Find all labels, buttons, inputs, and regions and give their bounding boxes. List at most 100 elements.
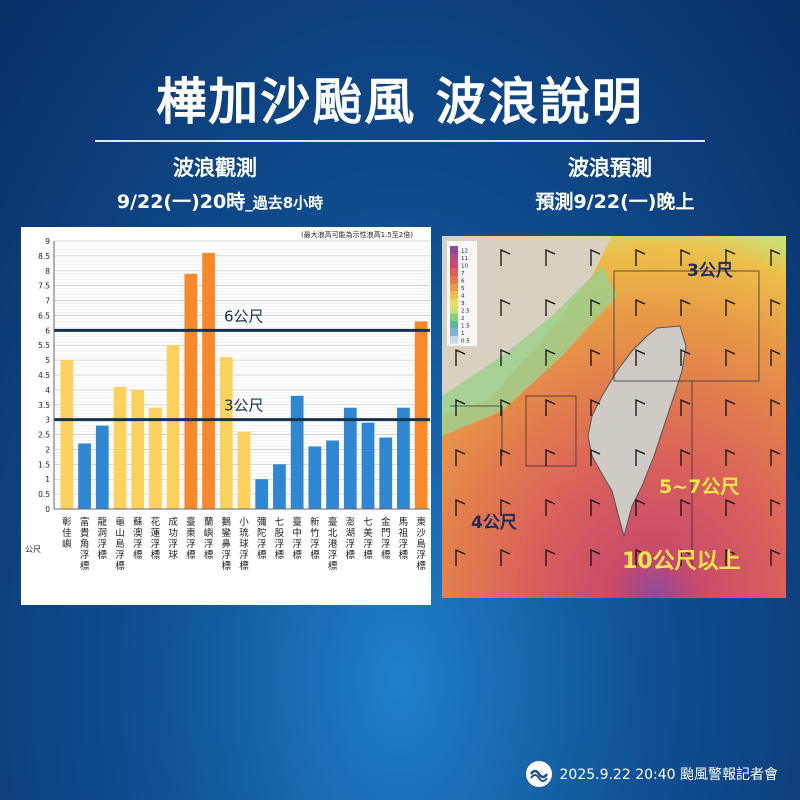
wind-barb (635, 498, 646, 516)
wind-barb (770, 298, 781, 316)
y-tick-label: 7 (45, 297, 50, 306)
x-tick-label: 七美浮標 (363, 517, 373, 561)
bar (255, 479, 269, 509)
y-tick-label: 0 (45, 505, 50, 514)
wind-barb (770, 248, 781, 266)
y-tick-label: 4.5 (38, 371, 50, 380)
wave-forecast-map: 12 11 10 7 6 5 4 3 2.5 2 1.5 1 0.5 3公尺 4公尺 5~7公尺 10公… (442, 236, 786, 598)
bar (95, 425, 109, 509)
y-tick-label: 7.5 (38, 282, 50, 291)
map-label-4m: 4公尺 (471, 513, 517, 533)
wind-barb (635, 348, 646, 366)
wind-barb (500, 398, 511, 416)
wave-observation-chart: 6公尺 3公尺 0 0.5 1 1.5 2 2.5 3 3.5 4 4.5 5 5.5 6 6.5 7 7.5 8… (21, 227, 431, 605)
x-tick-label: 東沙島浮標 (416, 516, 426, 572)
reference-line-label: 6公尺 (224, 307, 264, 325)
observation-subtitle-range: _過去8小時 (245, 194, 324, 212)
wind-barb (545, 498, 556, 516)
bar (184, 273, 198, 509)
legend-swatch (450, 246, 458, 254)
wind-barb (725, 498, 736, 516)
wind-barb (725, 448, 736, 466)
bar (326, 440, 339, 509)
x-tick-label: 小琉球浮標 (239, 517, 249, 572)
wind-barb (500, 298, 511, 316)
x-tick-label: 金門浮標 (381, 516, 391, 561)
x-tick-label: 蘇澳浮標 (133, 516, 143, 561)
legend-label: 3 (461, 301, 465, 307)
legend-swatch (450, 336, 458, 344)
wind-barb (725, 298, 736, 316)
wind-barb (725, 398, 736, 416)
wind-barb (680, 548, 691, 566)
wind-barb (545, 348, 556, 366)
wind-barb (635, 548, 646, 566)
chart-bars (60, 252, 428, 509)
wind-barb (635, 248, 646, 266)
forecast-heading: 波浪預測 (568, 156, 652, 180)
x-tick-label: 七股浮標 (275, 517, 285, 561)
wind-barb (635, 298, 646, 316)
x-tick-label: 馬祖浮標 (399, 517, 409, 561)
forecast-region-boxes (450, 270, 760, 566)
wind-barb (770, 448, 781, 466)
x-tick-label: 龜山島浮標 (115, 516, 125, 572)
wind-barbs (455, 248, 781, 566)
wind-barb (770, 398, 781, 416)
bar (414, 321, 428, 509)
wind-barb (590, 498, 601, 516)
wind-barb (455, 348, 466, 366)
observation-subtitle-time: 9/22(一)20時 (116, 191, 246, 213)
x-tick-label: 彌陀浮標 (257, 517, 267, 561)
legend-label: 1 (461, 331, 465, 337)
observation-subtitle: 9/22(一)20時_過去8小時 (60, 187, 380, 214)
legend-label: 1.5 (461, 324, 470, 330)
chart-svg: 6公尺 3公尺 0 0.5 1 1.5 2 2.5 3 3.5 4 4.5 5 5.5 6 6.5 7 7.5 8… (25, 230, 430, 572)
bar (379, 437, 393, 509)
wind-barb (635, 448, 646, 466)
legend-label: 0.5 (461, 339, 470, 345)
wind-barb (725, 548, 736, 566)
wind-barb (500, 248, 511, 266)
bar (60, 360, 74, 509)
legend-swatch (450, 261, 458, 269)
wind-barb (770, 498, 781, 516)
y-tick-label: 2.5 (38, 431, 50, 440)
wind-barb (455, 398, 466, 416)
legend-label: 5 (461, 286, 465, 292)
reference-line-label: 3公尺 (224, 397, 264, 415)
y-tick-label: 6.5 (38, 311, 50, 320)
legend-swatch (450, 291, 458, 299)
y-tick-label: 5 (45, 356, 50, 365)
legend-swatch (450, 253, 458, 261)
bar (78, 443, 91, 509)
x-tick-label: 新竹浮標 (310, 516, 320, 561)
x-tick-label: 鵝鑾鼻浮標 (222, 516, 232, 572)
bar (149, 407, 162, 509)
legend-label: 10 (461, 264, 468, 270)
x-tick-label: 花蓮浮標 (151, 516, 161, 561)
legend-label: 2.5 (461, 309, 470, 315)
bar (290, 395, 304, 509)
y-tick-label: 4 (45, 386, 50, 395)
legend-label: 4 (461, 294, 465, 300)
legend-label: 7 (461, 271, 465, 277)
bar (397, 407, 410, 509)
chart-note: (最大浪高可能為示性浪高1.5至2倍) (301, 230, 413, 239)
bar (308, 446, 322, 509)
bar (219, 357, 233, 509)
bar (237, 431, 251, 509)
y-tick-label: 3 (45, 416, 50, 425)
wind-barb (545, 448, 556, 466)
wind-barb (590, 298, 601, 316)
wind-barb (770, 548, 781, 566)
bar (131, 389, 145, 509)
x-tick-label: 臺北港浮標 (328, 516, 338, 572)
legend-swatch (450, 306, 458, 314)
page-title: 樺加沙颱風 波浪說明 (156, 73, 644, 131)
wind-barb (590, 448, 601, 466)
x-tick-label: 富貴角浮標 (80, 516, 90, 572)
y-tick-label: 6 (45, 326, 50, 335)
